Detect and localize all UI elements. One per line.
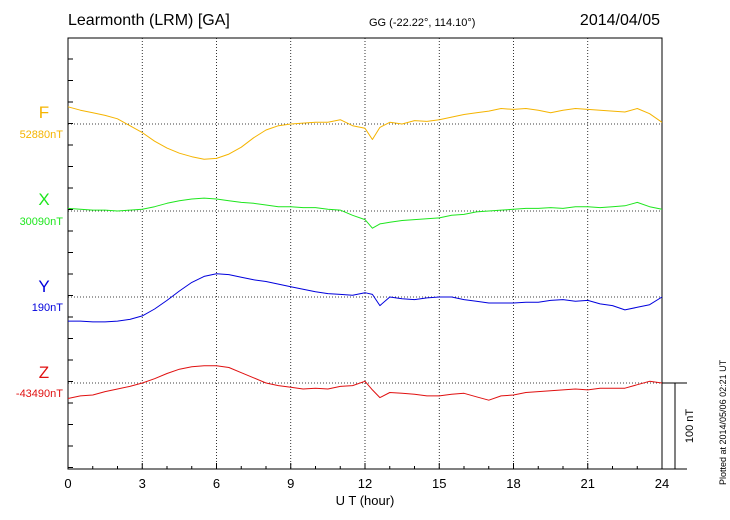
series-line-z <box>67 365 663 401</box>
geographic-coordinates: GG (-22.22°, 114.10°) <box>369 17 476 29</box>
x-tick-label: 12 <box>358 476 372 491</box>
x-tick-label: 6 <box>213 476 220 491</box>
baseline-value-z: -43490nT <box>16 388 63 400</box>
x-tick-label: 21 <box>581 476 595 491</box>
series-name-x: X <box>38 190 49 209</box>
plot-date: 2014/04/05 <box>579 12 660 29</box>
baseline-value-x: 30090nT <box>20 216 64 228</box>
station-title: Learmonth (LRM) [GA] <box>68 12 230 29</box>
series-line-x <box>67 197 663 229</box>
series-name-z: Z <box>39 363 49 382</box>
baseline-value-f: 52880nT <box>20 129 64 141</box>
scale-bar-label: 100 nT <box>684 409 696 444</box>
x-axis-label: U T (hour) <box>336 493 395 508</box>
plotted-at-note: Plotted at 2014/05/06 02:21 UT <box>718 359 728 485</box>
series-line-f <box>67 106 663 160</box>
x-tick-label: 0 <box>64 476 71 491</box>
baseline-value-y: 190nT <box>32 302 63 314</box>
x-tick-label: 3 <box>139 476 146 491</box>
series-name-y: Y <box>38 277 49 296</box>
x-tick-label: 15 <box>432 476 446 491</box>
series-line-y <box>68 273 663 323</box>
x-tick-label: 18 <box>506 476 520 491</box>
x-tick-label: 9 <box>287 476 294 491</box>
x-tick-label: 24 <box>655 476 669 491</box>
series-name-f: F <box>39 103 49 122</box>
